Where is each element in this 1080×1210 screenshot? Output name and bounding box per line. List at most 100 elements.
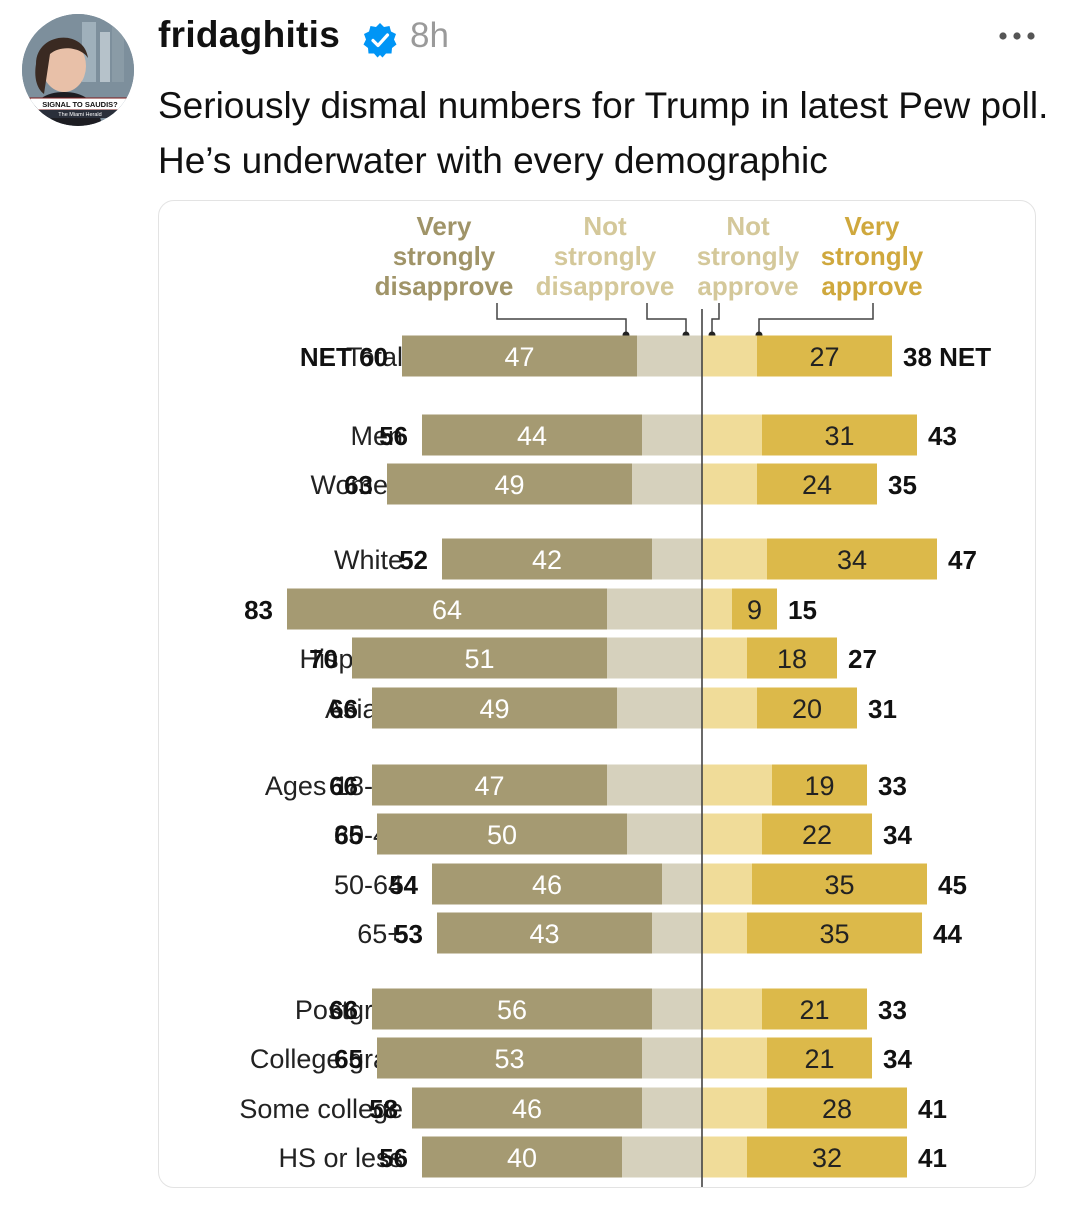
data-label-very-disapprove-hispanic: 51 [464,644,494,674]
bar-not-disapprove-postgrad [652,988,702,1030]
legend-label-not-strongly-disapprove: strongly [554,241,657,271]
bar-very-approve-black [732,588,777,630]
net-disapprove-total: NET 60 [300,342,388,372]
bar-not-disapprove-50-64 [662,863,702,905]
bar-not-disapprove-ages-18-29 [607,764,702,806]
bar-not-approve-hs-or-less [702,1136,747,1178]
bar-very-disapprove-men [422,414,642,456]
net-approve-65: 44 [933,919,962,949]
data-label-very-disapprove-college-grad: 53 [494,1044,524,1074]
post-time: 8h [410,16,449,55]
legend-label-not-strongly-disapprove: disapprove [536,271,675,301]
bar-not-approve-college-grad [702,1037,767,1079]
bar-not-approve-some-college [702,1087,767,1129]
bar-very-disapprove-50-64 [432,863,662,905]
more-dots-icon[interactable] [996,26,1038,46]
bar-not-approve-total [702,335,757,377]
data-label-very-approve-women: 24 [802,470,832,500]
bar-very-disapprove-hispanic [352,637,607,679]
bar-not-disapprove-total [637,335,702,377]
data-label-very-disapprove-white: 42 [532,545,562,575]
net-approve-30-49: 34 [883,820,912,850]
bar-not-approve-30-49 [702,813,762,855]
legend-label-not-strongly-disapprove: Not [583,211,627,241]
data-label-very-approve-asian: 20 [792,694,822,724]
data-label-very-disapprove-65: 43 [529,919,559,949]
bar-not-disapprove-hs-or-less [622,1136,702,1178]
post-text: Seriously dismal numbers for Trump in la… [158,85,1049,181]
net-approve-asian: 31 [868,694,897,724]
bar-very-disapprove-black [287,588,607,630]
data-label-very-approve-men: 31 [824,421,854,451]
bar-very-approve-total [757,335,892,377]
data-label-very-disapprove-postgrad: 56 [497,995,527,1025]
data-label-very-approve-50-64: 35 [824,870,854,900]
legend-label-not-strongly-approve: approve [697,271,798,301]
bar-not-disapprove-women [632,463,702,505]
data-label-very-disapprove-women: 49 [494,470,524,500]
net-disapprove-ages-18-29: 66 [329,771,358,801]
legend-connector-2 [711,303,720,335]
data-label-very-approve-some-college: 28 [822,1094,852,1124]
bar-very-approve-women [757,463,877,505]
legend-label-not-strongly-approve: strongly [697,241,800,271]
legend-connector-1 [646,303,687,335]
approval-chart: VerystronglydisapproveNotstronglydisappr… [239,211,991,1187]
data-label-very-approve-college-grad: 21 [804,1044,834,1074]
bar-not-approve-women [702,463,757,505]
bar-not-disapprove-hispanic [607,637,702,679]
bar-very-approve-hispanic [747,637,837,679]
avatar[interactable]: SIGNAL TO SAUDIS? The Miami Herald [22,14,134,126]
data-label-very-disapprove-men: 44 [517,421,547,451]
net-disapprove-white: 52 [399,545,428,575]
bar-very-disapprove-some-college [412,1087,642,1129]
verified-badge-icon [363,23,397,58]
bar-not-approve-white [702,538,767,580]
data-label-very-disapprove-ages-18-29: 47 [474,771,504,801]
bar-not-disapprove-30-49 [627,813,702,855]
legend-label-very-strongly-disapprove: strongly [393,241,496,271]
row-label-some-college: Some college [239,1094,403,1124]
net-approve-black: 15 [788,595,817,625]
net-disapprove-women: 63 [344,470,373,500]
poll-chart-card[interactable]: Very strongly disapprove Not strongly disappr… [158,200,1036,1188]
avatar-image: SIGNAL TO SAUDIS? The Miami Herald [22,14,134,126]
bar-very-approve-postgrad [762,988,867,1030]
bar-very-disapprove-30-49 [377,813,627,855]
bar-not-disapprove-some-college [642,1087,702,1129]
data-label-very-approve-ages-18-29: 19 [804,771,834,801]
bar-not-approve-men [702,414,762,456]
data-label-very-disapprove-some-college: 46 [512,1094,542,1124]
bar-very-disapprove-ages-18-29 [372,764,607,806]
bar-not-approve-asian [702,687,757,729]
net-disapprove-asian: 66 [329,694,358,724]
bar-very-disapprove-65 [437,912,652,954]
data-label-very-approve-total: 27 [809,342,839,372]
avatar-caption-main: SIGNAL TO SAUDIS? [42,100,118,109]
bar-not-approve-black [702,588,732,630]
bar-very-disapprove-white [442,538,652,580]
data-label-very-disapprove-asian: 49 [479,694,509,724]
legend-label-very-strongly-approve: approve [821,271,922,301]
row-label-men: Men [350,421,403,451]
net-disapprove-college-grad: 65 [334,1044,363,1074]
net-approve-white: 47 [948,545,977,575]
net-disapprove-postgrad: 66 [329,995,358,1025]
data-label-very-disapprove-black: 64 [432,595,462,625]
legend-label-very-strongly-disapprove: disapprove [375,271,514,301]
bar-very-disapprove-college-grad [377,1037,642,1079]
net-approve-hispanic: 27 [848,644,877,674]
bar-very-approve-some-college [767,1087,907,1129]
bar-very-disapprove-women [387,463,632,505]
data-label-very-approve-hispanic: 18 [777,644,807,674]
bar-not-disapprove-men [642,414,702,456]
bar-not-disapprove-black [607,588,702,630]
legend-label-very-strongly-approve: strongly [821,241,924,271]
row-label-65: 65+ [357,919,403,949]
data-label-very-disapprove-50-64: 46 [532,870,562,900]
username[interactable]: fridaghitis [158,14,341,55]
net-disapprove-65: 53 [394,919,423,949]
bar-very-disapprove-asian [372,687,617,729]
net-disapprove-50-64: 54 [389,870,418,900]
net-approve-postgrad: 33 [878,995,907,1025]
